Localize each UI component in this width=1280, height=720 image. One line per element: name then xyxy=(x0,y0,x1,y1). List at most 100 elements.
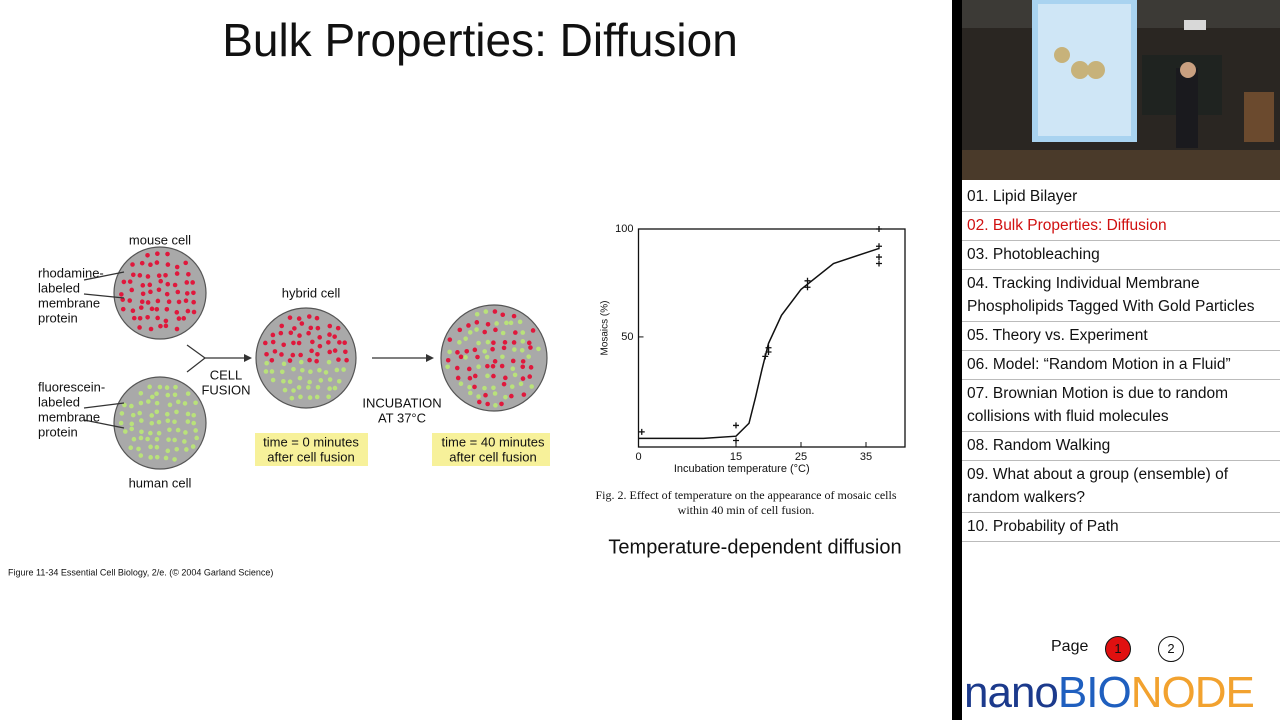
dot xyxy=(447,349,452,355)
chapter-item[interactable]: 08. Random Walking xyxy=(962,432,1280,461)
dot xyxy=(282,387,288,393)
dot xyxy=(499,401,504,407)
dot xyxy=(309,348,314,354)
dot xyxy=(455,350,460,355)
dot xyxy=(467,390,473,396)
dot xyxy=(145,252,150,258)
dot xyxy=(138,435,144,441)
dot xyxy=(503,394,508,400)
dot xyxy=(136,446,141,452)
highlight xyxy=(255,433,368,466)
dot xyxy=(306,330,311,336)
dot xyxy=(183,430,188,435)
dot xyxy=(172,437,177,443)
dot xyxy=(279,323,285,329)
dot xyxy=(475,354,480,360)
dot xyxy=(186,271,191,277)
dot xyxy=(490,363,496,369)
chapter-item[interactable]: 09. What about a group (ensemble) of ran… xyxy=(962,461,1280,513)
dot xyxy=(140,291,146,297)
dot xyxy=(485,401,490,407)
dot xyxy=(174,264,180,270)
dot xyxy=(131,315,137,321)
dot xyxy=(485,339,491,345)
chapter-item[interactable]: 05. Theory vs. Experiment xyxy=(962,322,1280,351)
dot xyxy=(191,420,197,426)
dot xyxy=(520,376,526,381)
page-button[interactable]: 1 xyxy=(1105,636,1131,662)
dot xyxy=(292,326,297,331)
chapter-item[interactable]: 10. Probability of Path xyxy=(962,513,1280,542)
pager: Page 1 2 xyxy=(962,630,1280,670)
dot xyxy=(163,272,168,278)
y-tick-label: 50 xyxy=(621,331,633,343)
dot xyxy=(466,323,471,328)
dot xyxy=(181,316,187,321)
connector xyxy=(83,293,125,299)
dot xyxy=(148,326,154,332)
chapter-item[interactable]: 07. Brownian Motion is due to random col… xyxy=(962,380,1280,432)
dot xyxy=(458,354,464,360)
chapter-item[interactable]: 01. Lipid Bilayer xyxy=(962,183,1280,212)
dot xyxy=(482,329,488,335)
dot xyxy=(158,323,163,329)
dot xyxy=(175,289,181,295)
chapter-item[interactable]: 04. Tracking Individual Membrane Phospho… xyxy=(962,270,1280,322)
dot xyxy=(458,381,464,387)
dot xyxy=(164,291,170,297)
dot xyxy=(463,355,468,360)
dot xyxy=(163,323,169,329)
dot xyxy=(147,282,153,288)
dot xyxy=(139,429,144,435)
data-point xyxy=(876,254,882,261)
dot xyxy=(513,330,518,335)
dot xyxy=(341,367,346,372)
dot xyxy=(183,298,189,304)
dot xyxy=(167,427,172,433)
label: after cell fusion xyxy=(449,449,536,464)
dot xyxy=(129,403,134,409)
label: FUSION xyxy=(201,382,250,397)
dot xyxy=(137,410,143,416)
dot xyxy=(300,367,305,373)
dot xyxy=(172,282,178,288)
dot xyxy=(291,340,296,346)
dot xyxy=(154,444,160,450)
dot xyxy=(445,364,450,370)
sidebar: 01. Lipid Bilayer 02. Bulk Properties: Di… xyxy=(962,0,1280,720)
dot xyxy=(174,326,180,332)
dot xyxy=(492,359,498,364)
dot xyxy=(129,426,135,432)
dot xyxy=(517,319,523,325)
chapter-item[interactable]: 06. Model: “Random Motion in a Fluid” xyxy=(962,351,1280,380)
dot xyxy=(279,369,285,375)
dot xyxy=(510,366,516,371)
dot xyxy=(165,251,170,257)
dot xyxy=(530,328,536,333)
dot xyxy=(270,339,276,345)
dot xyxy=(310,339,315,345)
dot xyxy=(191,309,197,315)
label: CELL xyxy=(210,367,243,382)
dot xyxy=(281,342,286,348)
dot xyxy=(281,378,286,384)
dot xyxy=(298,359,304,365)
data-point xyxy=(804,277,811,284)
label: human cell xyxy=(129,475,192,490)
dot xyxy=(464,348,470,354)
dot xyxy=(291,366,296,372)
x-tick-label: 35 xyxy=(860,451,872,463)
chart: 0 15 25 35 50 100 Incubation temperature (°C) M… xyxy=(596,223,906,517)
dot xyxy=(474,311,480,317)
dot xyxy=(128,445,134,451)
dot xyxy=(145,300,151,305)
page-button[interactable]: 2 xyxy=(1158,636,1184,662)
dot xyxy=(500,312,506,318)
chapter-item[interactable]: 02. Bulk Properties: Diffusion xyxy=(962,212,1280,241)
dot xyxy=(147,384,152,390)
label: mouse cell xyxy=(129,232,191,247)
dot xyxy=(270,377,276,383)
chapter-item[interactable]: 03. Photobleaching xyxy=(962,241,1280,270)
dot xyxy=(138,400,144,406)
dot xyxy=(520,364,526,370)
